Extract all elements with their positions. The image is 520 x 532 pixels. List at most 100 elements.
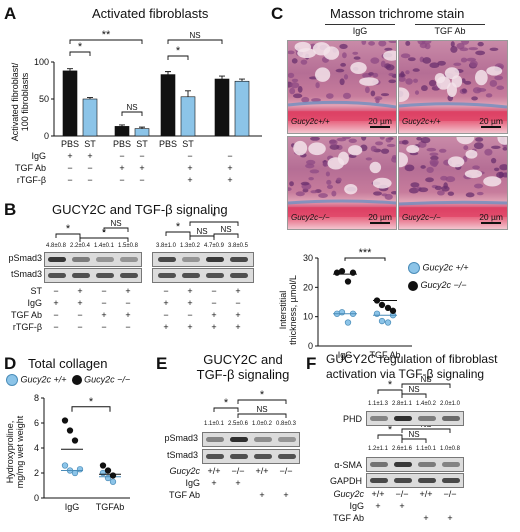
c-micro-igg-wt-lumen-7 <box>383 50 396 61</box>
b-row-2-right-1: − <box>187 310 193 320</box>
d-point-1-3 <box>99 462 107 469</box>
b-right-value-2: 4.7±0.9 <box>204 243 224 249</box>
c-micro-igg-wt-nucleus-54 <box>297 85 303 93</box>
c-micro-tgf-ko-lumen-2 <box>483 176 502 187</box>
f-phd-value-1: 2.8±1.1 <box>392 401 412 407</box>
c-micro-tgf-ko-nucleus-42 <box>425 177 434 183</box>
a-sig-5-label: NS <box>189 31 200 40</box>
c-micro-tgf-wt-lumen-7 <box>451 75 463 88</box>
d-legend-wt-marker <box>6 374 18 386</box>
a-sig-3-bracket <box>121 111 143 116</box>
c-micro-igg-ko-nucleus-2 <box>288 187 292 192</box>
c-micro-tgf-wt-nucleus-42 <box>407 57 416 62</box>
c-micro-igg-wt-nucleus-34 <box>388 72 394 77</box>
e-value-1: 2.5±0.6 <box>228 421 248 427</box>
panel-f-title-line2: activation via TGF-β signaling <box>326 367 485 381</box>
a-row-1-sign-4: + <box>187 163 193 173</box>
legend-wt-marker <box>408 262 420 274</box>
f-band-asma-0 <box>370 462 388 467</box>
a-row-2-sign-2: − <box>119 175 125 185</box>
c-micro-igg-ko-nucleus-21 <box>391 156 396 163</box>
c-micro-igg-wt-lumen-4 <box>314 67 331 82</box>
f-band-phd-3 <box>442 416 460 421</box>
c-micro-tgf-wt-nucleus-32 <box>469 60 478 68</box>
a-xtick-4: PBS <box>158 139 177 149</box>
a-errbar-6 <box>219 75 225 80</box>
d-sig-label: * <box>89 396 94 408</box>
c-micro-tgf-wt-nucleus-53 <box>421 85 428 92</box>
c-micro-tgf-ko-nucleus-17 <box>475 137 484 142</box>
c-micro-tgf-wt-nucleus-34 <box>405 70 410 75</box>
b-row-label-2: TGF Ab <box>10 310 42 320</box>
c-micro-tgf-ko-muscle <box>399 207 507 217</box>
d-ytick-label-6: 6 <box>34 418 39 428</box>
b-row-0-left-2: − <box>101 286 107 296</box>
c-micro-igg-wt-collagen <box>288 100 396 109</box>
c-micro-igg-wt-nucleus-39 <box>378 41 387 47</box>
c-micro-igg-wt: Gucy2c+/+ 20 µm <box>287 40 397 134</box>
b-row-1-left-3: − <box>125 298 131 308</box>
c-micro-tgf-wt-nucleus-41 <box>413 78 419 83</box>
b-sig-l2-bracket <box>79 237 129 242</box>
f-sig-sma-1-bracket <box>377 434 403 439</box>
f-blot-label-gapdh: GAPDH <box>329 476 362 486</box>
c-micro-tgf-wt-lumen-5 <box>474 69 488 86</box>
c-micro-igg-ko-nucleus-45 <box>379 137 385 140</box>
c-micro-tgf-ko-nucleus-39 <box>416 137 422 141</box>
c-micro-tgf-wt-nucleus-54 <box>429 62 440 69</box>
c-micro-tgf-wt-nucleus-2 <box>437 60 446 66</box>
f-blot-gapdh <box>366 473 464 488</box>
a-xtick-1: ST <box>84 139 96 149</box>
c-micro-igg-ko-lumen-6 <box>344 184 358 195</box>
c-micro-igg-ko-nucleus-10 <box>390 191 396 195</box>
c-micro-tgf-wt-lumen-3 <box>399 87 410 103</box>
panel-a-label: A <box>4 4 17 23</box>
c-micro-igg-wt-nucleus-43 <box>290 82 300 89</box>
b-row-2-right-3: + <box>235 310 241 320</box>
d-point-1-4 <box>104 467 112 474</box>
c-micro-igg-wt-nucleus-37 <box>301 96 310 103</box>
f-row-2-sign-2: + <box>423 513 429 523</box>
c-micro-igg-ko-nucleus-4 <box>309 169 320 174</box>
panel-b-title: GUCY2C and TGF-β signaling <box>52 202 228 217</box>
c-micro-igg-wt-nucleus-12 <box>342 92 352 99</box>
e-row-label-0: Gucy2c <box>169 466 200 476</box>
c-micro-tgf-wt-nucleus-18 <box>422 57 432 64</box>
c-micro-tgf-wt-nucleus-38 <box>472 87 482 94</box>
b-band-1-p-1 <box>182 257 200 262</box>
c-micro-igg-ko-nucleus-26 <box>348 138 357 144</box>
d-point-1-2 <box>71 437 79 444</box>
c-micro-igg-wt-nucleus-9 <box>326 93 334 99</box>
c-micro-igg-wt-nucleus-52 <box>380 93 390 97</box>
panel-b-label: B <box>4 200 17 219</box>
c-micro-igg-wt-nucleus-3 <box>291 58 298 64</box>
a-errbar-7 <box>239 78 245 82</box>
f-row-0-sign-3: −/− <box>443 489 457 499</box>
c-micro-tgf-wt-nucleus-47 <box>421 41 432 45</box>
panel-d-title: Total collagen <box>28 356 108 371</box>
f-sma-value-1: 2.6±1.6 <box>392 446 412 452</box>
c-micro-tgf-ko-nucleus-43 <box>491 145 501 150</box>
c-micro-igg-wt-nucleus-2 <box>370 90 376 97</box>
panel-c-col-tgf: TGF Ab <box>415 24 485 36</box>
b-sig-l1-label: * <box>66 223 71 235</box>
c-micro-tgf-wt-nucleus-29 <box>494 75 504 81</box>
c-micro-tgf-ko-lumen-7 <box>464 169 483 179</box>
c-micro-tgf-ko-nucleus-9 <box>426 166 434 173</box>
c-micro-tgf-wt-nucleus-8 <box>399 76 406 82</box>
b-row-3-right-0: + <box>163 322 169 332</box>
f-blot-label-asma: α-SMA <box>334 460 362 470</box>
b-row-3-left-0: − <box>53 322 59 332</box>
c-micro-tgf-wt-nucleus-30 <box>453 62 462 66</box>
f-sig-phd-3-label: NS <box>420 375 431 384</box>
f-sma-value-3: 1.0±0.8 <box>440 446 460 452</box>
a-errbar-4 <box>165 71 171 75</box>
c-micro-tgf-ko-nucleus-45 <box>438 148 447 153</box>
c-micro-tgf-ko-nucleus-6 <box>499 164 507 171</box>
f-band-phd-2 <box>418 416 436 421</box>
panel-f-title-line1: GUCY2C regulation of fibroblast <box>326 352 498 366</box>
a-sig-1-label: * <box>78 41 83 53</box>
b-sig-l3-label: NS <box>110 219 121 228</box>
b-row-2-left-2: + <box>101 310 107 320</box>
